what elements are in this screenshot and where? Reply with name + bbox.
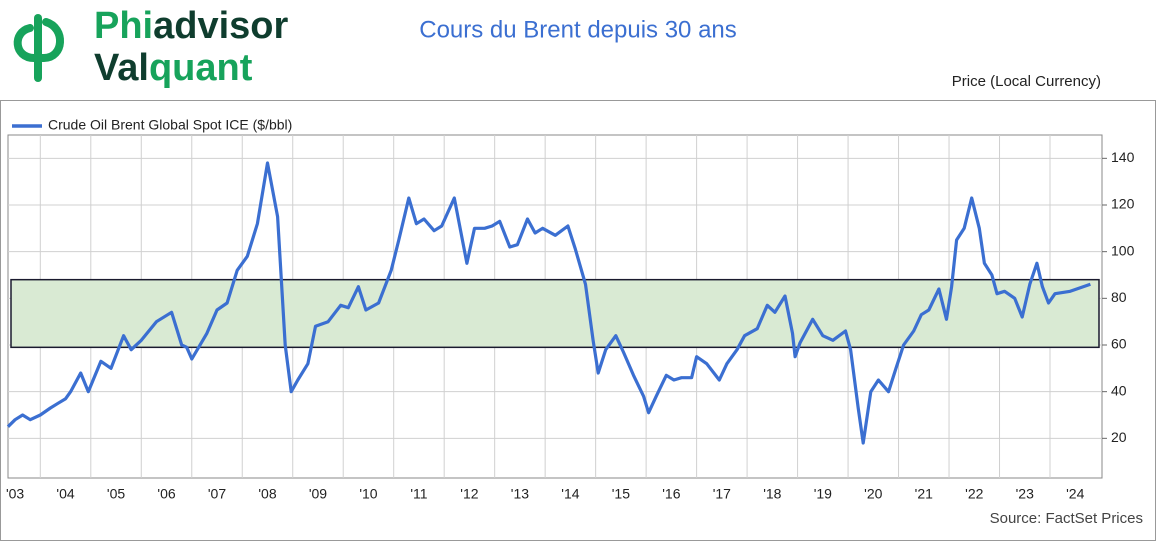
y-tick-label: 60 — [1111, 336, 1127, 352]
x-tick-label: '19 — [814, 486, 832, 502]
logo-part: Val — [94, 47, 149, 89]
x-tick-label: '23 — [1016, 486, 1034, 502]
logo-icon — [13, 14, 64, 82]
x-tick-label: '06 — [157, 486, 175, 502]
y-axis-label: Price (Local Currency) — [952, 73, 1101, 90]
legend-label: Crude Oil Brent Global Spot ICE ($/bbl) — [48, 117, 292, 133]
x-tick-label: '15 — [612, 486, 630, 502]
x-tick-label: '22 — [965, 486, 983, 502]
x-tick-label: '03 — [6, 486, 24, 502]
chart-title: Cours du Brent depuis 30 ans — [419, 16, 737, 43]
target-band — [10, 278, 1100, 349]
x-tick-label: '08 — [258, 486, 276, 502]
source: Source: FactSet Prices — [990, 510, 1143, 527]
x-tick-label: '12 — [460, 486, 478, 502]
price-line — [6, 161, 1091, 445]
x-tick-label: '04 — [56, 486, 74, 502]
logo-text: Valquant — [94, 47, 253, 89]
x-tick-label: '20 — [864, 486, 882, 502]
x-tick-label: '17 — [713, 486, 731, 502]
x-tick-label: '24 — [1066, 486, 1084, 502]
x-tick-label: '14 — [561, 486, 579, 502]
logo-part: Phi — [94, 5, 153, 47]
y-tick-label: 100 — [1111, 242, 1135, 258]
x-tick-label: '07 — [208, 486, 226, 502]
logo-part: quant — [149, 47, 253, 89]
logo-text: Phiadvisor — [94, 5, 289, 47]
x-tick-label: '18 — [763, 486, 781, 502]
x-tick-label: '05 — [107, 486, 125, 502]
y-tick-label: 80 — [1111, 289, 1127, 305]
x-tick-label: '13 — [511, 486, 529, 502]
y-tick-label: 120 — [1111, 196, 1135, 212]
y-tick-label: 40 — [1111, 382, 1127, 398]
x-tick-label: '09 — [309, 486, 327, 502]
y-tick-label: 140 — [1111, 149, 1135, 165]
x-tick-label: '21 — [915, 486, 933, 502]
logo-part: advisor — [153, 5, 288, 47]
x-tick-label: '10 — [359, 486, 377, 502]
y-tick-label: 20 — [1111, 429, 1127, 445]
x-tick-label: '16 — [662, 486, 680, 502]
x-tick-label: '11 — [410, 486, 427, 502]
